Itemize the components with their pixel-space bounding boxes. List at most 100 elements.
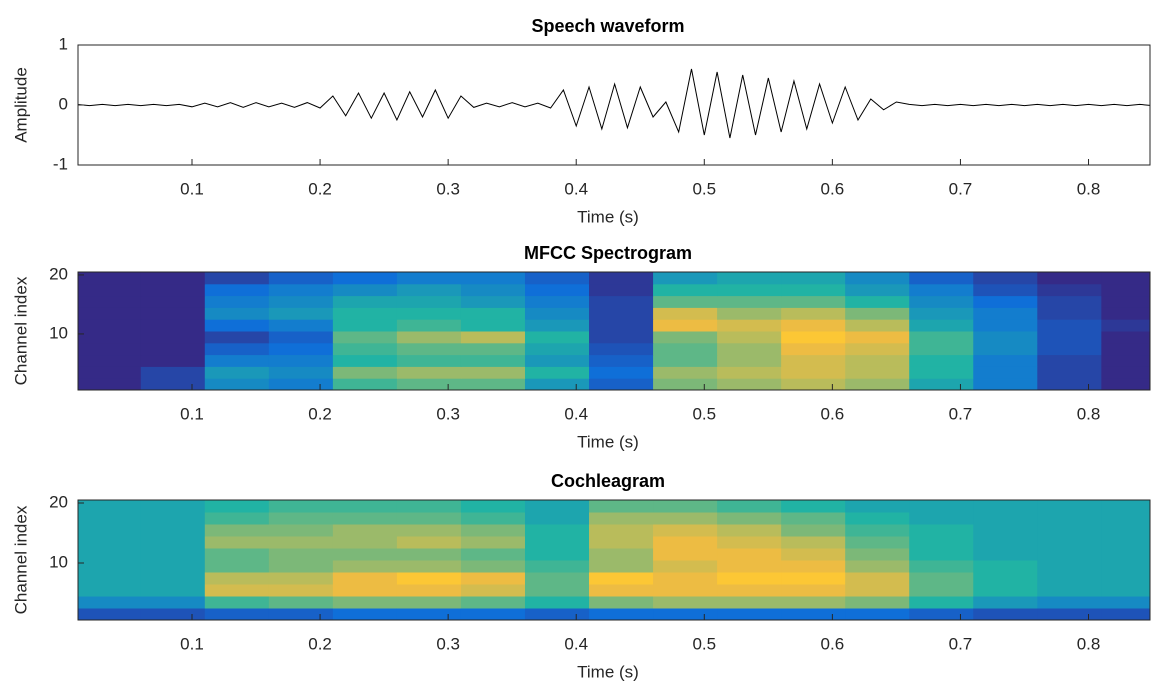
heatmap-cell <box>268 572 334 585</box>
heatmap-cell <box>1037 354 1102 367</box>
heatmap-cell <box>973 342 1038 356</box>
heatmap-cell <box>524 283 590 297</box>
heatmap-cell <box>140 378 206 390</box>
heatmap-cell <box>204 295 270 308</box>
heatmap-cell <box>268 512 334 525</box>
heatmap-cell <box>1101 331 1150 344</box>
heatmap-cell <box>1037 378 1102 390</box>
heatmap-cell <box>1101 560 1150 573</box>
heatmap-cell <box>268 272 334 285</box>
heatmap-cell <box>524 342 590 356</box>
heatmap-cell <box>973 378 1038 390</box>
x-axis-label: Time (s) <box>577 662 639 681</box>
heatmap-cell <box>78 524 142 537</box>
heatmap-cell <box>460 283 526 297</box>
heatmap-cell <box>781 572 846 585</box>
heatmap-cell <box>781 354 846 367</box>
heatmap-cell <box>717 378 782 390</box>
heatmap-cell <box>78 272 142 285</box>
heatmap-cell <box>717 584 782 597</box>
heatmap-cell <box>332 572 398 585</box>
heatmap-cell <box>653 596 718 609</box>
heatmap-cell <box>909 272 974 285</box>
heatmap-cell <box>781 378 846 390</box>
x-tick-label: 0.3 <box>436 634 460 653</box>
x-tick-label: 0.7 <box>949 634 973 653</box>
heatmap-cell <box>653 319 718 332</box>
heatmap-cell <box>140 319 206 332</box>
heatmap-cell <box>589 608 654 620</box>
heatmap-cell <box>781 366 846 379</box>
heatmap-cell <box>78 548 142 561</box>
heatmap-cell <box>973 560 1038 573</box>
heatmap-cell <box>845 366 910 379</box>
heatmap-cell <box>781 536 846 549</box>
heatmap-cell <box>717 307 782 320</box>
heatmap-cell <box>589 272 654 285</box>
heatmap-cell <box>140 512 206 525</box>
heatmap-cell <box>78 378 142 390</box>
heatmap-cell <box>140 548 206 561</box>
heatmap-cell <box>589 319 654 332</box>
heatmap-cell <box>268 596 334 609</box>
heatmap-cell <box>717 512 782 525</box>
heatmap-cell <box>909 342 974 356</box>
heatmap-cell <box>1101 307 1150 320</box>
heatmap-cell <box>140 354 206 367</box>
heatmap-cell <box>396 354 462 367</box>
heatmap-cell <box>268 295 334 308</box>
heatmap-cell <box>140 572 206 585</box>
heatmap-cell <box>204 584 270 597</box>
heatmap-cell <box>717 331 782 344</box>
heatmap-cell <box>268 366 334 379</box>
heatmap-cell <box>204 272 270 285</box>
heatmap-cell <box>1101 512 1150 525</box>
heatmap-cell <box>1037 342 1102 356</box>
heatmap-cell <box>1037 548 1102 561</box>
x-tick-label: 0.1 <box>180 179 204 198</box>
heatmap-cell <box>396 512 462 525</box>
heatmap-cell <box>653 366 718 379</box>
x-tick-label: 0.3 <box>436 404 460 423</box>
heatmap-cell <box>396 366 462 379</box>
heatmap-cell <box>204 366 270 379</box>
heatmap-cell <box>524 295 590 308</box>
heatmap-cell <box>845 272 910 285</box>
heatmap-cell <box>268 608 334 620</box>
heatmap-cell <box>78 500 142 513</box>
x-tick-label: 0.8 <box>1077 634 1101 653</box>
heatmap-cell <box>524 596 590 609</box>
heatmap-cell <box>973 572 1038 585</box>
heatmap-cell <box>845 378 910 390</box>
heatmap-cell <box>653 500 718 513</box>
heatmap-cell <box>845 548 910 561</box>
x-tick-label: 0.7 <box>949 179 973 198</box>
heatmap-cell <box>140 524 206 537</box>
y-axis-label: Amplitude <box>11 67 30 143</box>
x-tick-label: 0.4 <box>564 404 588 423</box>
heatmap-cell <box>909 560 974 573</box>
heatmap-cell <box>204 307 270 320</box>
x-tick-label: 0.3 <box>436 179 460 198</box>
heatmap-cell <box>717 354 782 367</box>
heatmap-cell <box>460 500 526 513</box>
heatmap-cell <box>332 366 398 379</box>
heatmap-cell <box>973 272 1038 285</box>
heatmap-cell <box>460 354 526 367</box>
x-tick-label: 0.2 <box>308 634 332 653</box>
heatmap-cell <box>1037 272 1102 285</box>
heatmap-cell <box>332 548 398 561</box>
plot-area <box>78 272 1150 390</box>
heatmap-cell <box>268 548 334 561</box>
heatmap-cell <box>781 342 846 356</box>
subplot: 0.1 0.2 0.3 0.4 0.5 0.6 0.7 0.8 10 20 MFCC Spectro… <box>11 243 1151 451</box>
heatmap-cell <box>589 295 654 308</box>
x-tick-label: 0.8 <box>1077 404 1101 423</box>
heatmap-cell <box>396 572 462 585</box>
heatmap-cell <box>781 548 846 561</box>
heatmap-cell <box>460 272 526 285</box>
heatmap-cell <box>332 512 398 525</box>
heatmap-cell <box>1037 584 1102 597</box>
heatmap-cell <box>204 536 270 549</box>
heatmap-cell <box>1037 536 1102 549</box>
